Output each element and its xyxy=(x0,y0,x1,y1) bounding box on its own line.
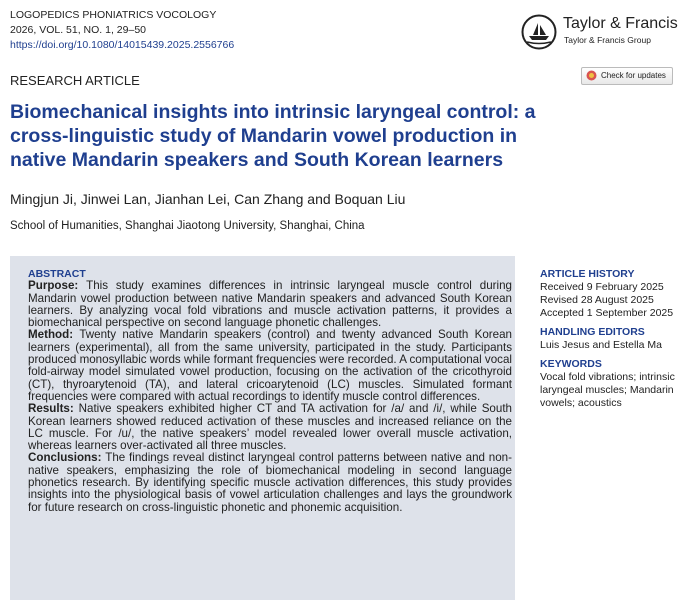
abstract-section: Conclusions: The findings reveal distinc… xyxy=(28,451,512,514)
section-text: Native speakers exhibited higher CT and … xyxy=(28,402,512,453)
check-icon xyxy=(586,70,597,81)
affiliation: School of Humanities, Shanghai Jiaotong … xyxy=(10,220,365,232)
editors: Luis Jesus and Estella Ma xyxy=(540,339,662,351)
abstract-heading: ABSTRACT xyxy=(28,268,86,280)
publisher: Taylor & Francis xyxy=(563,15,678,32)
keywords: Vocal fold vibrations; intrinsic larynge… xyxy=(540,371,675,409)
keywords-heading: KEYWORDS xyxy=(540,358,602,370)
check-updates[interactable]: Check for updates xyxy=(581,67,673,85)
article-type: RESEARCH ARTICLE xyxy=(10,73,140,88)
check-updates-label: Check for updates xyxy=(601,71,666,80)
publisher-sub: Taylor & Francis Group xyxy=(564,35,651,45)
abstract-section: Purpose: This study examines differences… xyxy=(28,280,512,329)
history-item: Revised 28 August 2025 xyxy=(540,294,654,306)
sidebar: ARTICLE HISTORY Received 9 February 2025… xyxy=(540,268,675,410)
section-label: Results: xyxy=(28,402,74,416)
section-label: Method: xyxy=(28,328,74,342)
abstract: ABSTRACT Purpose: This study examines di… xyxy=(28,268,512,514)
section-text: This study examines differences in intri… xyxy=(28,279,512,330)
editors-heading: HANDLING EDITORS xyxy=(540,326,645,338)
history-item: Accepted 1 September 2025 xyxy=(540,307,674,319)
volume: 2026, VOL. 51, NO. 1, 29–50 xyxy=(10,24,147,36)
doi-link[interactable]: https://doi.org/10.1080/14015439.2025.25… xyxy=(10,39,235,51)
publisher-logo xyxy=(521,14,557,50)
history-item: Received 9 February 2025 xyxy=(540,281,664,293)
journal: LOGOPEDICS PHONIATRICS VOCOLOGY xyxy=(10,9,217,21)
abstract-box: ABSTRACT Purpose: This study examines di… xyxy=(10,256,515,600)
section-label: Purpose: xyxy=(28,279,79,293)
authors: Mingjun Ji, Jinwei Lan, Jianhan Lei, Can… xyxy=(10,191,406,207)
history-heading: ARTICLE HISTORY xyxy=(540,268,635,280)
title: Biomechanical insights into intrinsic la… xyxy=(10,101,536,171)
history: Received 9 February 2025 Revised 28 Augus… xyxy=(540,281,675,320)
section-label: Conclusions: xyxy=(28,451,102,465)
abstract-section: Method: Twenty native Mandarin speakers … xyxy=(28,329,512,403)
abstract-sections: Purpose: This study examines differences… xyxy=(28,280,512,514)
section-text: Twenty native Mandarin speakers (control… xyxy=(28,328,512,403)
section-text: The findings reveal distinct laryngeal c… xyxy=(28,451,512,514)
abstract-section: Results: Native speakers exhibited highe… xyxy=(28,403,512,452)
